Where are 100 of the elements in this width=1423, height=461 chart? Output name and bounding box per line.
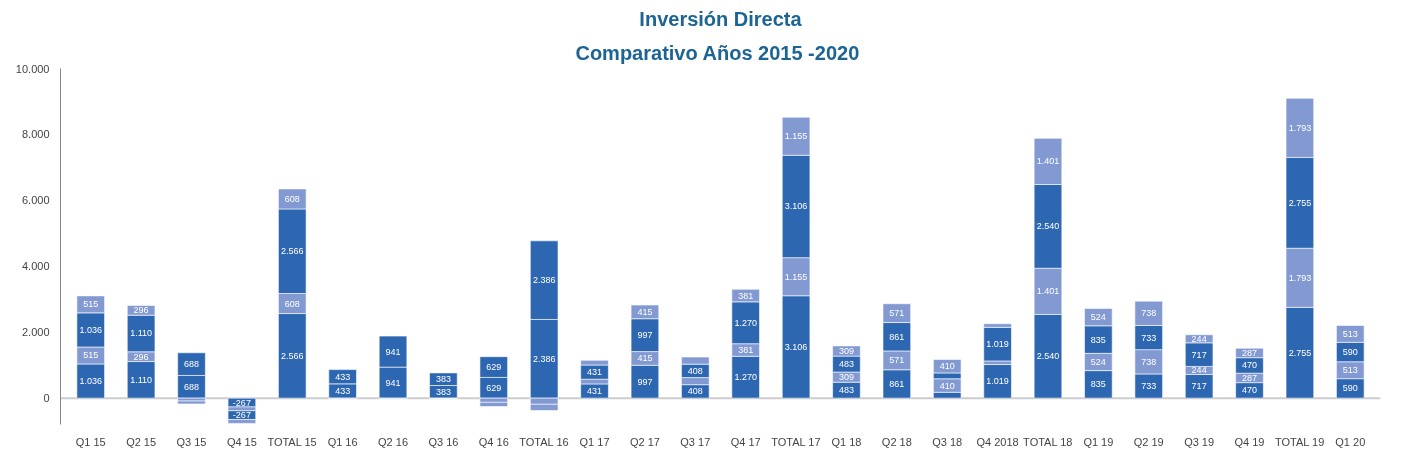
data-label: 309 — [838, 346, 854, 357]
data-label: 997 — [637, 330, 653, 341]
x-tick-label: Q3 16 — [428, 435, 459, 448]
data-label: 296 — [133, 351, 149, 362]
data-label: 410 — [939, 361, 955, 372]
data-label: 1.401 — [1036, 286, 1060, 297]
data-label: 287 — [1242, 347, 1258, 358]
data-label: 1.793 — [1288, 122, 1312, 133]
chart-subtitle: Comparativo Años 2015 -2020 — [575, 41, 860, 64]
x-tick-label: Q1 17 — [579, 435, 610, 448]
data-label: 2.386 — [532, 275, 556, 286]
data-label: 1.155 — [784, 131, 808, 142]
x-tick-label: Q1 16 — [327, 435, 358, 448]
data-label: 733 — [1141, 332, 1157, 343]
data-label: 470 — [1242, 385, 1258, 396]
data-label: 3.106 — [784, 201, 808, 212]
data-label: 244 — [1191, 333, 1207, 344]
data-label: 524 — [1090, 312, 1106, 323]
data-label: 997 — [637, 376, 653, 387]
data-label: 1.270 — [734, 372, 757, 383]
data-label: 608 — [284, 298, 300, 309]
data-label: 941 — [385, 377, 401, 388]
data-label: 608 — [284, 193, 300, 204]
data-label: 381 — [738, 344, 754, 355]
data-label: 383 — [435, 374, 451, 385]
data-label: 296 — [133, 305, 149, 316]
data-label: 1.110 — [130, 374, 153, 385]
data-label: 244 — [1191, 365, 1207, 376]
data-label: 2.540 — [1036, 351, 1060, 362]
data-label: 1.036 — [79, 376, 102, 387]
y-tick-label: 4.000 — [21, 260, 50, 273]
data-label: 408 — [687, 386, 703, 397]
data-label: 688 — [183, 381, 200, 392]
data-label: 1.270 — [734, 317, 757, 328]
data-label: 1.019 — [986, 376, 1009, 387]
x-tick-label: TOTAL 16 — [519, 435, 569, 448]
x-tick-label: Q3 18 — [932, 435, 963, 448]
data-label: 738 — [1141, 356, 1157, 367]
y-tick-label: 8.000 — [21, 128, 50, 141]
data-label: 733 — [1141, 381, 1157, 392]
x-tick-label: Q2 17 — [629, 435, 660, 448]
data-label: 835 — [1090, 334, 1106, 345]
x-tick-label: Q4 15 — [226, 435, 257, 448]
x-tick-label: Q3 15 — [176, 435, 207, 448]
x-tick-label: TOTAL 19 — [1275, 435, 1325, 448]
data-label: 941 — [385, 346, 401, 357]
data-label: 3.106 — [784, 341, 808, 352]
data-label: 1.401 — [1036, 156, 1060, 167]
y-tick-label: 0 — [43, 392, 50, 405]
x-tick-label: Q3 17 — [680, 435, 711, 448]
data-label: 408 — [687, 365, 703, 376]
data-label: 513 — [1342, 328, 1358, 339]
x-tick-label: Q1 19 — [1083, 435, 1114, 448]
data-label: 415 — [637, 306, 653, 317]
data-label: 1.793 — [1288, 272, 1312, 283]
x-tick-label: Q4 19 — [1234, 435, 1265, 448]
x-tick-label: Q3 19 — [1184, 435, 1215, 448]
data-label: 2.386 — [532, 353, 556, 364]
x-tick-label: TOTAL 15 — [267, 435, 317, 448]
x-tick-label: Q1 20 — [1335, 435, 1366, 448]
data-label: 861 — [889, 378, 905, 389]
chart-title: Inversión Directa — [639, 7, 803, 30]
data-label: 1.036 — [79, 324, 102, 335]
data-label: 415 — [637, 353, 653, 364]
x-tick-label: Q4 16 — [478, 435, 509, 448]
data-label: 524 — [1090, 356, 1106, 367]
data-label: 1.019 — [986, 339, 1009, 350]
data-label: 483 — [838, 359, 854, 370]
data-label: 515 — [83, 350, 99, 361]
data-label: 571 — [889, 308, 905, 319]
x-tick-label: Q2 19 — [1133, 435, 1164, 448]
data-label: 571 — [889, 355, 905, 366]
x-tick-label: TOTAL 18 — [1023, 435, 1073, 448]
data-label: 2.540 — [1036, 221, 1060, 232]
data-label: 1.155 — [784, 271, 808, 282]
data-label: 629 — [486, 362, 502, 373]
data-label: 2.755 — [1288, 197, 1312, 208]
data-label: 431 — [587, 386, 603, 397]
data-label: 835 — [1090, 379, 1106, 390]
data-label: 1.110 — [130, 328, 153, 339]
data-label: 2.566 — [280, 350, 304, 361]
data-label: 590 — [1342, 383, 1358, 394]
data-label: 590 — [1342, 347, 1358, 358]
data-label: 433 — [335, 371, 351, 382]
data-label: 513 — [1342, 365, 1358, 376]
data-label: -267 — [232, 397, 251, 408]
data-label: -267 — [232, 410, 251, 421]
y-tick-label: 6.000 — [21, 194, 50, 207]
data-label: 629 — [486, 382, 502, 393]
data-label: 309 — [838, 372, 854, 383]
data-label: 515 — [83, 299, 99, 310]
data-label: 861 — [889, 331, 905, 342]
data-label: 688 — [183, 359, 200, 370]
x-tick-label: Q4 17 — [730, 435, 761, 448]
y-tick-label: 10.000 — [15, 62, 50, 75]
data-label: 433 — [335, 385, 351, 396]
data-label: 470 — [1242, 360, 1258, 371]
x-tick-label: Q4 2018 — [976, 435, 1019, 448]
data-label: 2.755 — [1288, 347, 1312, 358]
x-tick-label: Q1 15 — [75, 435, 106, 448]
